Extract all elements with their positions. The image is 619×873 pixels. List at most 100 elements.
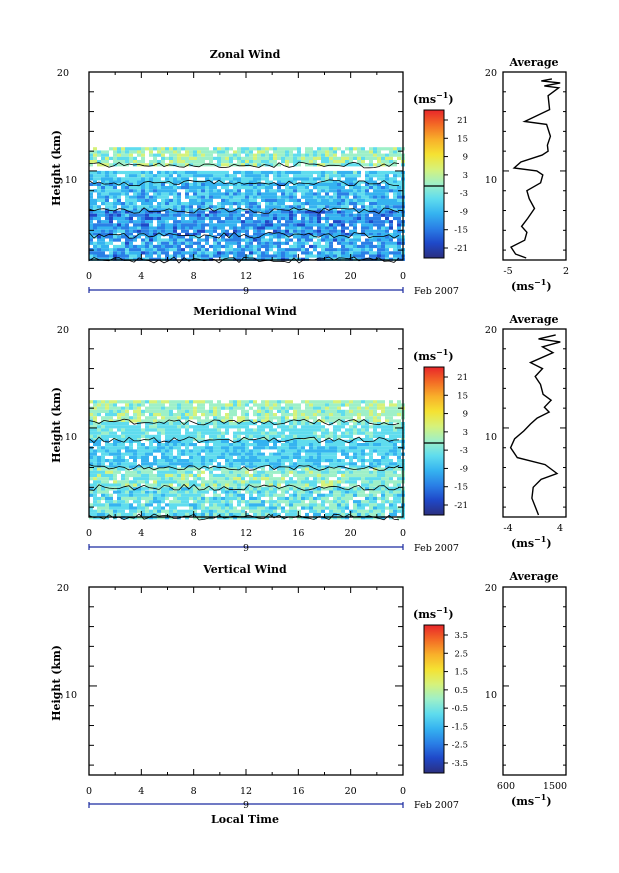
zonal-heatmap-cell [321, 198, 325, 202]
zonal-heatmap-cell [177, 156, 181, 160]
meridional-heatmap-cell [117, 422, 121, 426]
meridional-heatmap-cell [233, 465, 237, 469]
zonal-heatmap-cell [305, 189, 309, 193]
meridional-heatmap-cell [237, 416, 241, 420]
meridional-heatmap-cell [101, 483, 105, 487]
zonal-heatmap-cell [205, 156, 209, 160]
zonal-heatmap-cell [257, 229, 261, 233]
zonal-heatmap-cell [153, 186, 157, 190]
meridional-heatmap-cell [329, 455, 333, 459]
zonal-heatmap-cell [225, 160, 229, 164]
zonal-heatmap-cell [309, 150, 313, 154]
zonal-heatmap-cell [281, 170, 285, 175]
zonal-heatmap-cell [109, 229, 113, 233]
zonal-heatmap-cell [113, 202, 117, 206]
zonal-heatmap-cell [301, 210, 305, 214]
zonal-heatmap-cell [237, 198, 241, 202]
meridional-heatmap-cell [201, 470, 205, 474]
zonal-heatmap-cell [201, 248, 205, 252]
zonal-heatmap-cell [257, 150, 261, 154]
zonal-heatmap-cell [377, 229, 381, 233]
meridional-heatmap-cell [185, 467, 189, 471]
zonal-heatmap-cell [201, 257, 205, 261]
meridional-heatmap-cell [261, 493, 265, 497]
zonal-heatmap-cell [177, 177, 181, 181]
meridional-heatmap-cell [129, 465, 133, 469]
meridional-heatmap-cell [145, 496, 149, 501]
meridional-heatmap-cell [261, 465, 265, 469]
meridional-heatmap-cell [289, 443, 293, 447]
zonal-heatmap-cell [249, 186, 253, 190]
meridional-heatmap-cell [261, 477, 265, 481]
zonal-heatmap-cell [133, 205, 137, 209]
zonal-heatmap-cell [309, 177, 313, 181]
zonal-heatmap-cell [233, 254, 237, 258]
meridional-heatmap-cell [337, 419, 341, 423]
meridional-heatmap-cell [377, 446, 381, 450]
zonal-heatmap-cell [345, 241, 349, 245]
zonal-heatmap-cell [117, 254, 121, 258]
meridional-heatmap-cell [305, 406, 309, 410]
meridional-heatmap-cell [125, 425, 129, 429]
meridional-heatmap-cell [181, 400, 185, 404]
meridional-heatmap-cell [393, 446, 397, 450]
zonal-heatmap-cell [269, 186, 273, 190]
zonal-heatmap-cell [281, 232, 285, 237]
zonal-heatmap-cell [197, 248, 201, 252]
zonal-heatmap-cell [293, 213, 297, 217]
meridional-heatmap-cell [273, 459, 277, 463]
zonal-heatmap-cell [305, 147, 309, 151]
meridional-heatmap-cell [165, 483, 169, 487]
meridional-heatmap-cell [305, 459, 309, 463]
meridional-heatmap-cell [97, 503, 101, 507]
zonal-heatmap-cell [93, 147, 97, 151]
meridional-heatmap-cell [137, 434, 141, 438]
zonal-heatmap-cell [133, 254, 137, 258]
meridional-heatmap-cell [189, 406, 193, 410]
meridional-heatmap-cell [165, 455, 169, 459]
meridional-heatmap-cell [305, 483, 309, 487]
zonal-heatmap-cell [237, 220, 241, 224]
meridional-heatmap-cell [245, 416, 249, 420]
zonal-heatmap-cell [313, 244, 317, 249]
meridional-heatmap-cell [277, 500, 281, 504]
meridional-heatmap-cell [329, 406, 333, 410]
zonal-heatmap-cell [317, 254, 321, 258]
zonal-heatmap-cell [133, 213, 137, 217]
meridional-heatmap-cell [373, 443, 377, 447]
meridional-heatmap-cell [105, 500, 109, 504]
meridional-heatmap-cell [217, 416, 221, 420]
zonal-heatmap-cell [245, 210, 249, 214]
zonal-heatmap-cell [345, 232, 349, 237]
meridional-heatmap-cell [381, 431, 385, 435]
meridional-heatmap-cell [249, 473, 253, 478]
zonal-axes [88, 71, 404, 260]
meridional-heatmap-cell [341, 493, 345, 497]
zonal-heatmap-cell [221, 186, 225, 190]
zonal-heatmap-cell [245, 232, 249, 237]
meridional-heatmap-cell [325, 496, 329, 501]
meridional-heatmap-cell [153, 493, 157, 497]
zonal-heatmap-cell [329, 182, 333, 186]
meridional-heatmap-cell [101, 416, 105, 420]
zonal-heatmap-cell [237, 150, 241, 154]
meridional-heatmap-cell [377, 480, 381, 484]
zonal-heatmap-cell [101, 198, 105, 202]
zonal-heatmap-cell [161, 174, 165, 178]
zonal-heatmap-cell [233, 238, 237, 242]
zonal-heatmap-cell [245, 186, 249, 190]
zonal-heatmap-cell [357, 216, 361, 221]
meridional-heatmap-cell [225, 500, 229, 504]
zonal-heatmap-cell [397, 251, 401, 255]
meridional-heatmap-cell [229, 406, 233, 410]
zonal-heatmap-cell [189, 182, 193, 186]
zonal-heatmap-cell [345, 216, 349, 221]
zonal-heatmap-cell [89, 235, 93, 239]
zonal-heatmap-cell [249, 205, 253, 209]
zonal-heatmap-cell [153, 189, 157, 193]
zonal-heatmap-cell [229, 182, 233, 186]
zonal-heatmap-cell [337, 257, 341, 261]
zonal-heatmap-cell [181, 186, 185, 190]
meridional-heatmap-cell [349, 470, 353, 474]
zonal-heatmap-cell [233, 189, 237, 193]
